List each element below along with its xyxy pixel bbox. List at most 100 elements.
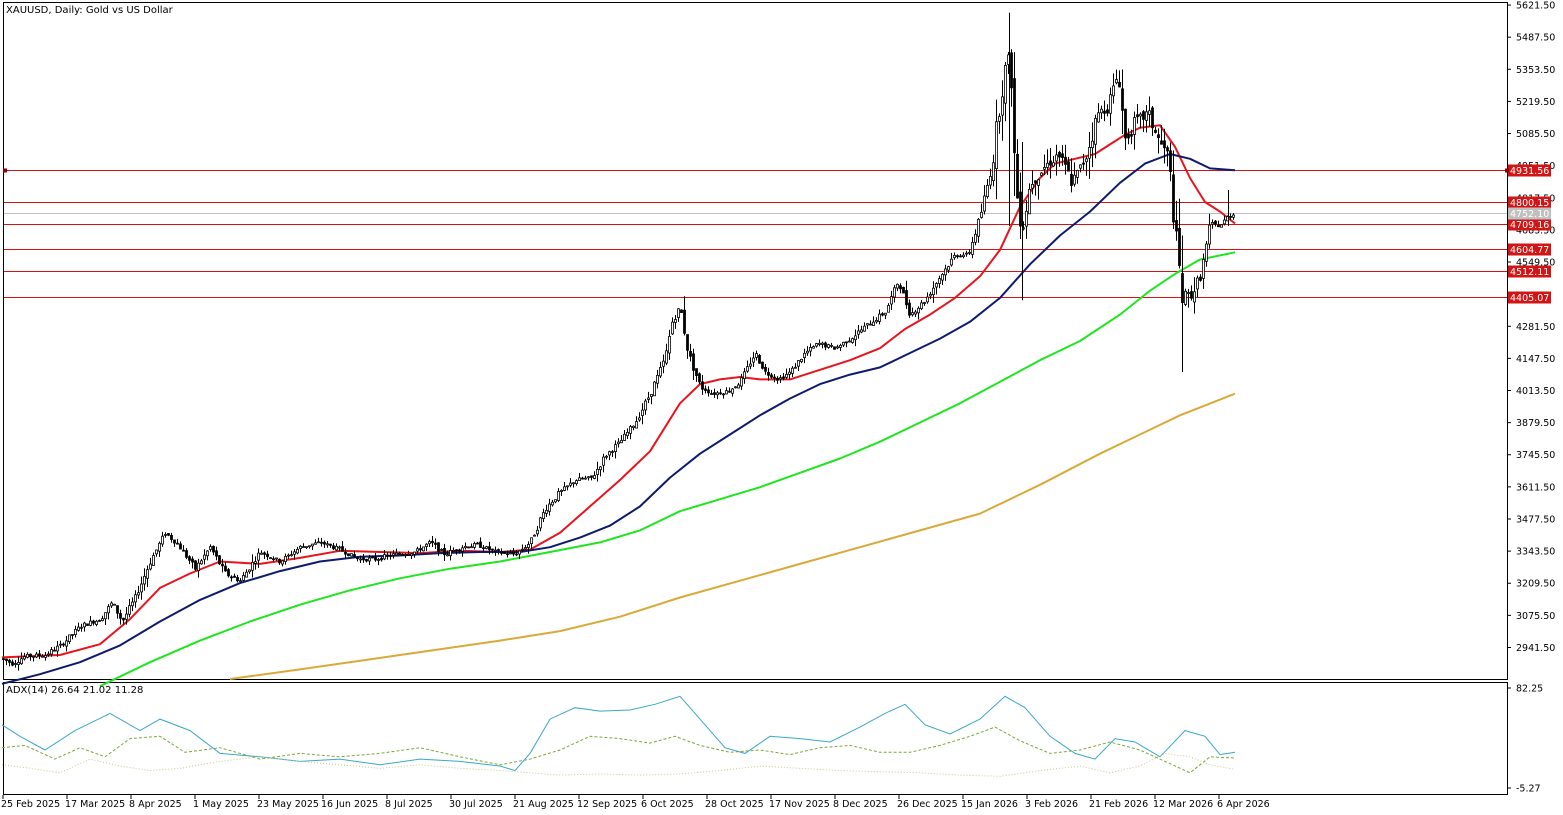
candle-body (686, 334, 689, 351)
candle-body (11, 661, 14, 666)
candle-body (575, 480, 578, 485)
candle-body (188, 556, 191, 561)
candle-body (416, 548, 419, 552)
candle-body (68, 634, 71, 643)
candle-body (212, 545, 215, 553)
candle-body (785, 373, 788, 378)
candle-body (593, 475, 596, 479)
candle-body (1031, 183, 1034, 189)
level-badge (1508, 265, 1551, 278)
candle-body (1148, 110, 1151, 115)
adx-plot-border (3, 682, 1508, 795)
candle-body (2, 658, 5, 661)
candle-body (149, 563, 152, 570)
candle-body (1010, 52, 1013, 89)
candle-body (152, 555, 155, 566)
candle-body (1163, 140, 1166, 149)
candle-body (1136, 114, 1139, 118)
candle-body (332, 545, 335, 550)
adx-tick-label: -5.27 (1516, 784, 1541, 795)
candle-body (533, 534, 536, 537)
candle-body (608, 451, 611, 456)
candle-body (803, 352, 806, 358)
candle-body (764, 366, 767, 372)
candle-body (713, 392, 716, 395)
candle-body (746, 366, 749, 372)
candle-body (488, 546, 491, 551)
date-tick-label: 30 Jul 2025 (449, 799, 503, 810)
candle-body (44, 654, 47, 658)
candle-body (125, 613, 128, 620)
candle-body (560, 490, 563, 492)
level-label: 4800.15 (1510, 198, 1549, 209)
candle-body (869, 323, 872, 326)
candle-body (572, 482, 575, 485)
candle-body (1178, 227, 1181, 266)
candle-body (1139, 113, 1142, 117)
level-badge (1508, 196, 1551, 209)
candle-body (413, 551, 416, 555)
candle-body (530, 537, 533, 545)
moving-average-4 (229, 392, 1236, 680)
candle-body (929, 293, 932, 297)
candle-body (1067, 161, 1070, 172)
candle-body (527, 544, 530, 548)
candle-body (317, 541, 320, 544)
candle-body (1088, 147, 1091, 159)
candle-body (836, 346, 839, 349)
candle-body (335, 545, 338, 551)
candle-body (800, 358, 803, 363)
candle-body (983, 195, 986, 212)
candle-body (116, 605, 119, 614)
level-label: 4405.07 (1510, 293, 1549, 304)
candle-body (494, 549, 497, 552)
candle-body (587, 476, 590, 479)
candle-body (239, 580, 242, 583)
candle-body (47, 653, 50, 656)
candle-body (1070, 173, 1073, 186)
candle-body (662, 360, 665, 367)
candle-body (1019, 191, 1022, 227)
candle-body (596, 468, 599, 475)
level-badge (1508, 291, 1551, 304)
candle-body (626, 432, 629, 437)
candle-body (290, 554, 293, 557)
candle-body (884, 312, 887, 316)
candle-body (950, 258, 953, 266)
candle-body (1196, 277, 1199, 290)
candle-body (794, 366, 797, 369)
candle-body (692, 353, 695, 371)
candle-body (200, 560, 203, 565)
candle-body (308, 545, 311, 548)
candle-body (1220, 224, 1223, 228)
candle-body (563, 486, 566, 491)
candle-body (854, 335, 857, 341)
candle-body (389, 554, 392, 557)
candle-body (1190, 291, 1193, 299)
candle-body (251, 561, 254, 571)
candle-body (1013, 78, 1016, 154)
adx-tick-label: 82.25 (1516, 684, 1543, 695)
candle-body (1175, 220, 1178, 232)
moving-average-1 (1, 124, 1236, 659)
date-tick-label: 3 Feb 2026 (1025, 799, 1078, 810)
date-tick-label: 8 Apr 2025 (129, 799, 182, 810)
adx-label: ADX(14) 26.64 21.02 11.28 (6, 685, 143, 696)
candle-body (71, 634, 74, 636)
candle-body (329, 543, 332, 546)
candle-body (737, 384, 740, 389)
candle-body (14, 663, 17, 665)
candle-body (653, 381, 656, 397)
price-tick-label: 5353.50 (1516, 65, 1555, 76)
candle-body (95, 620, 98, 625)
candle-body (371, 556, 374, 559)
candle-body (278, 558, 281, 564)
candle-body (668, 336, 671, 354)
candle-body (806, 350, 809, 354)
candle-body (479, 541, 482, 548)
candle-body (89, 620, 92, 626)
candle-body (395, 552, 398, 556)
candle-body (440, 549, 443, 551)
level-anchor-left (3, 168, 7, 173)
